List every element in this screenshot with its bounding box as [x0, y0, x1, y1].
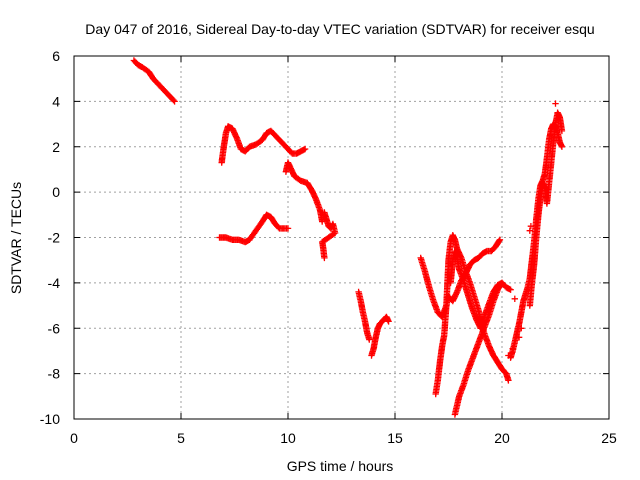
- data-point: [171, 98, 178, 105]
- y-tick-label: 2: [52, 139, 60, 155]
- data-point: [498, 280, 505, 288]
- y-tick-label: -6: [48, 320, 61, 336]
- data-point: [301, 145, 309, 153]
- data-point: [505, 377, 512, 384]
- data-point: [507, 286, 514, 293]
- data-point: [385, 318, 392, 325]
- data-point: [366, 336, 373, 343]
- data-point: [558, 143, 566, 150]
- x-tick-label: 5: [177, 430, 185, 446]
- data-point: [321, 254, 328, 262]
- data-point: [498, 279, 506, 287]
- x-axis-label: GPS time / hours: [287, 458, 394, 474]
- series-arc-6: [355, 288, 373, 343]
- series-arc-11: [451, 279, 506, 418]
- series-arc-3: [282, 159, 326, 225]
- y-tick-label: 0: [52, 184, 60, 200]
- data-point: [552, 100, 559, 107]
- chart-title: Day 047 of 2016, Sidereal Day-to-day VTE…: [85, 21, 594, 37]
- data-marks: [130, 57, 566, 418]
- series-outliers: [505, 100, 559, 359]
- y-axis-label: SDTVAR / TECUs: [8, 182, 24, 294]
- x-tick-label: 0: [70, 430, 78, 446]
- data-point: [509, 345, 516, 352]
- data-point: [527, 223, 535, 230]
- y-tick-label: -8: [48, 366, 61, 382]
- series-arc-2: [218, 123, 309, 166]
- data-point: [496, 236, 504, 243]
- data-point: [284, 225, 292, 232]
- data-point: [505, 352, 512, 359]
- data-point: [558, 127, 566, 135]
- series-arc-5: [319, 209, 339, 262]
- data-point: [518, 325, 525, 332]
- series-arc-13: [526, 109, 566, 309]
- data-point: [526, 227, 533, 234]
- x-tick-label: 10: [280, 430, 296, 446]
- x-tick-label: 20: [494, 430, 510, 446]
- y-tick-label: -10: [40, 411, 60, 427]
- series-arc-7: [368, 313, 392, 359]
- series-arc-4: [216, 211, 292, 246]
- series-arc-10: [447, 247, 514, 332]
- data-point: [495, 237, 503, 245]
- y-tick-label: -4: [48, 275, 61, 291]
- data-point: [170, 97, 177, 104]
- series-arc-1: [130, 57, 178, 105]
- plot-frame: [73, 55, 610, 420]
- series-arc-9: [432, 232, 512, 398]
- y-tick-label: 4: [52, 93, 60, 109]
- data-point: [515, 334, 523, 341]
- data-point: [511, 295, 518, 302]
- x-tick-label: 25: [601, 430, 617, 446]
- y-tick-label: 6: [52, 48, 60, 64]
- y-tick-label: -2: [48, 230, 61, 246]
- x-tick-label: 15: [387, 430, 403, 446]
